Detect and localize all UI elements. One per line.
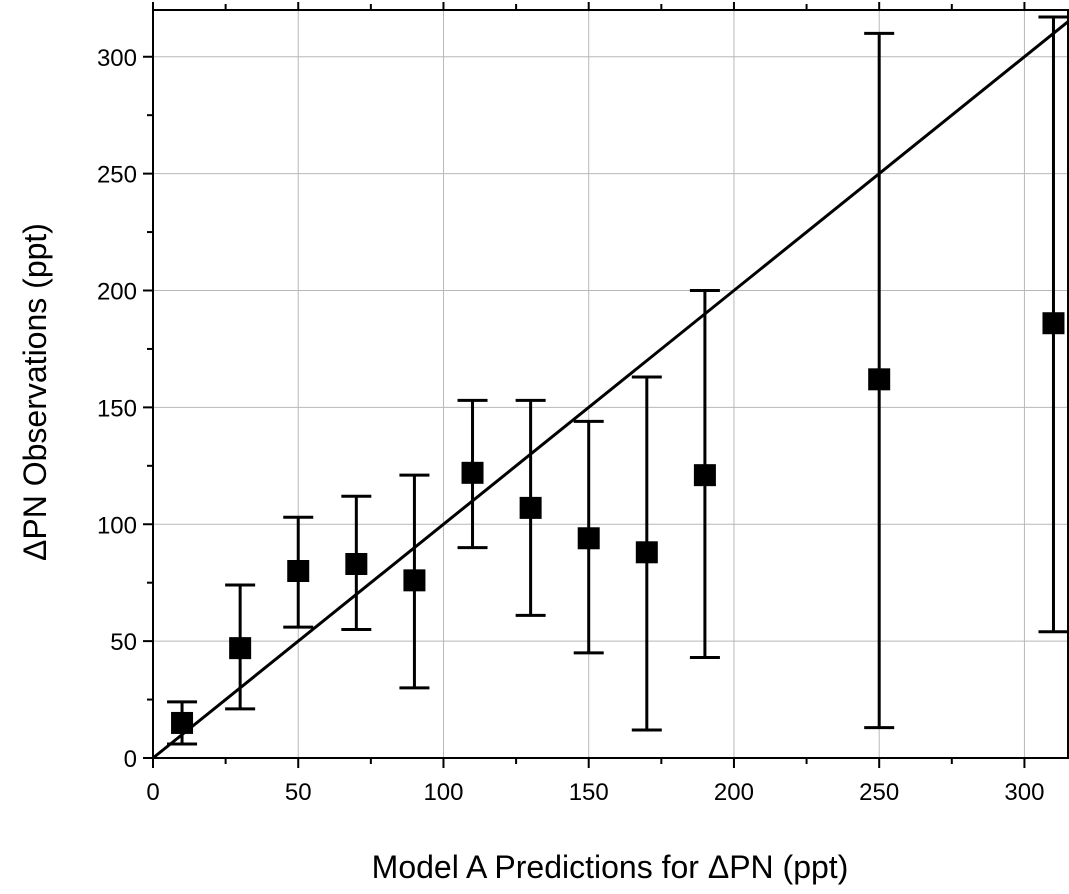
x-tick-label-6: 300 — [1004, 779, 1044, 806]
y-axis-title: ΔPN Observations (ppt) — [17, 223, 53, 561]
plot-frame — [152, 9, 1069, 759]
y-tick-label-1: 50 — [110, 629, 137, 656]
data-point-10 — [868, 368, 891, 391]
data-point-9 — [693, 464, 716, 487]
reference-line — [152, 20, 1069, 760]
y-tick-label-3: 150 — [97, 395, 137, 422]
data-point-0 — [171, 711, 194, 734]
axis-ticks — [143, 2, 1026, 768]
data-point-11 — [1042, 312, 1065, 335]
x-tick-label-5: 250 — [859, 779, 899, 806]
tick-labels: 0 50 100 150 200 250 300 0 50 100 150 200 250 300 — [97, 45, 1044, 806]
x-tick-label-0: 0 — [146, 779, 159, 806]
data-point-7 — [577, 527, 600, 550]
data-point-4 — [403, 569, 426, 592]
y-tick-label-6: 300 — [97, 45, 137, 72]
data-point-8 — [635, 541, 658, 564]
error-bar-layer — [167, 15, 1069, 746]
y-tick-label-0: 0 — [124, 746, 137, 773]
data-point-1 — [229, 637, 252, 660]
data-point-5 — [461, 461, 484, 484]
x-tick-label-1: 50 — [285, 779, 312, 806]
x-tick-label-3: 150 — [569, 779, 609, 806]
data-point-2 — [287, 560, 310, 582]
y-tick-label-5: 250 — [97, 162, 137, 189]
data-point-6 — [519, 496, 542, 519]
data-point-3 — [345, 552, 368, 575]
y-tick-label-4: 200 — [97, 279, 137, 306]
x-tick-label-4: 200 — [714, 779, 754, 806]
x-axis-title: Model A Predictions for ΔPN (ppt) — [372, 849, 849, 885]
plot-border — [152, 9, 1069, 759]
y-tick-label-2: 100 — [97, 512, 137, 539]
reference-line-layer — [152, 20, 1069, 760]
data-point-layer — [171, 312, 1065, 734]
x-tick-label-2: 100 — [423, 779, 463, 806]
